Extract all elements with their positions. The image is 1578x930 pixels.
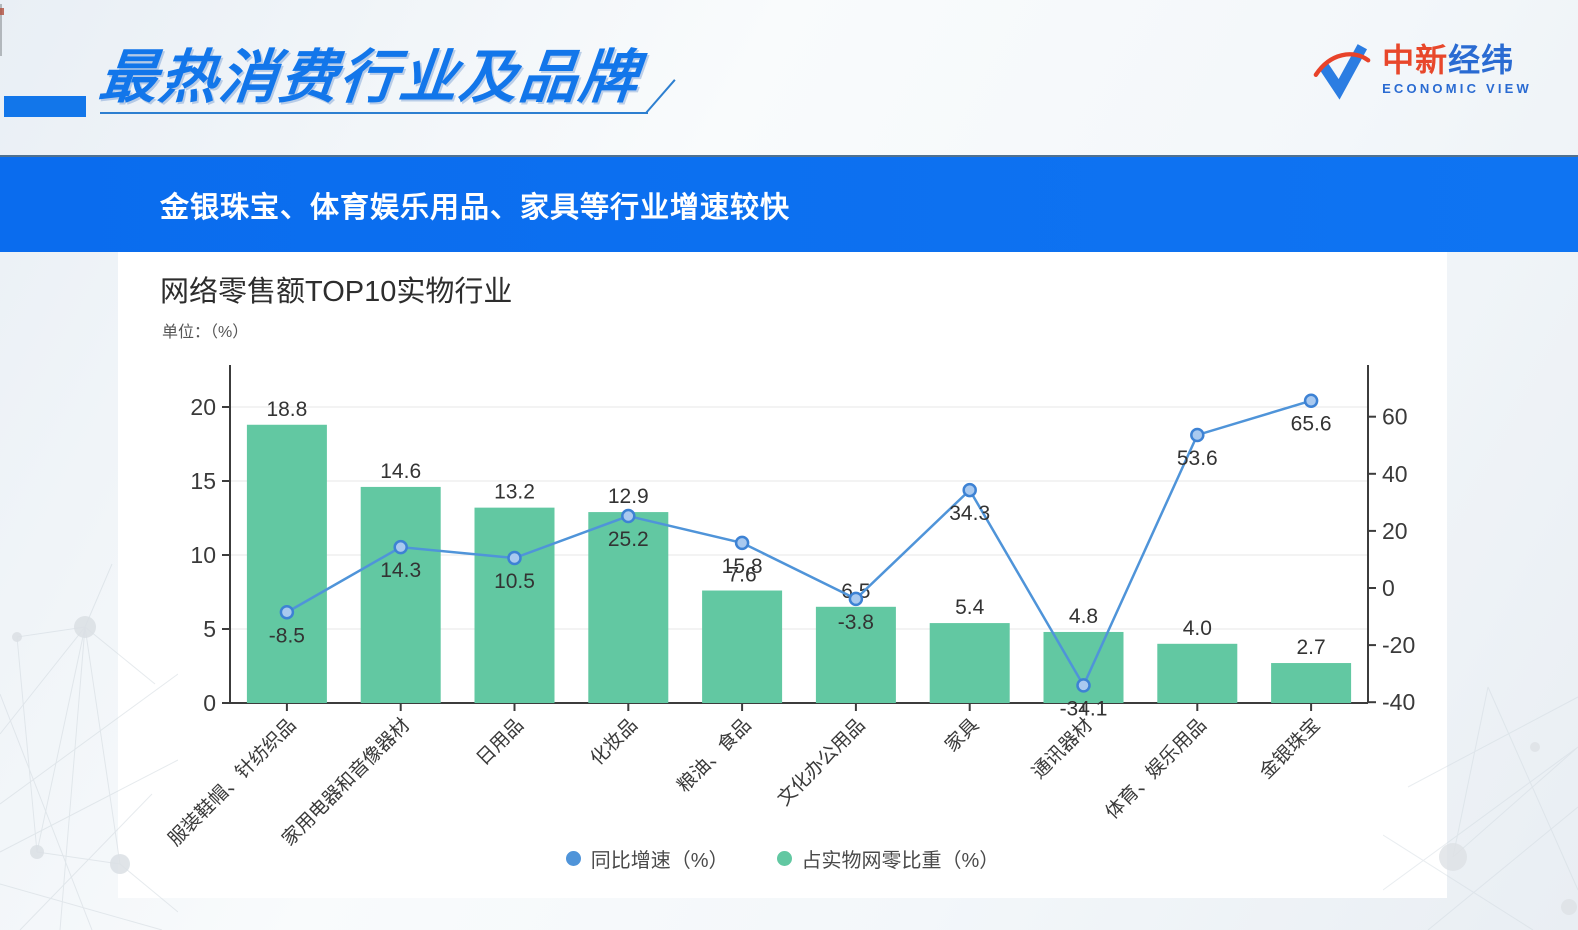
trend-line bbox=[286, 399, 1312, 689]
bar-value-label: 18.8 bbox=[266, 398, 307, 421]
highlight-banner: 金银珠宝、体育娱乐用品、家具等行业增速较快 bbox=[0, 155, 1578, 252]
logo-name-red: 中新 bbox=[1382, 41, 1449, 78]
bar-value-label: 4.8 bbox=[1069, 605, 1098, 628]
bar-value-label: 4.0 bbox=[1183, 617, 1212, 640]
point-value-label: 53.6 bbox=[1177, 447, 1218, 470]
category-label: 化妆品 bbox=[586, 714, 642, 770]
bar bbox=[702, 590, 783, 703]
bar-value-label: 13.2 bbox=[494, 481, 535, 504]
chart-title: 网络零售额TOP10实物行业 bbox=[160, 276, 513, 308]
data-point bbox=[1076, 678, 1091, 693]
bar bbox=[360, 486, 441, 703]
category-label: 体育、娱乐用品 bbox=[1101, 714, 1211, 824]
title-underline bbox=[100, 112, 648, 114]
title-accent-bar bbox=[4, 96, 86, 117]
data-point bbox=[621, 508, 636, 524]
axis-label-right: -40 bbox=[1382, 689, 1415, 715]
point-value-label: -34.1 bbox=[1060, 697, 1108, 720]
data-point bbox=[1303, 393, 1319, 408]
legend-dot-icon bbox=[565, 851, 581, 866]
category-label: 文化办公用品 bbox=[773, 714, 869, 810]
legend-dot-icon bbox=[776, 851, 792, 866]
banner-text: 金银珠宝、体育娱乐用品、家具等行业增速较快 bbox=[160, 191, 791, 224]
bar bbox=[246, 424, 327, 703]
bar-value-label: 5.4 bbox=[955, 596, 985, 619]
bar-value-label: 14.6 bbox=[380, 460, 421, 483]
brand-logo: 中新经纬 ECONOMIC VIEW bbox=[1311, 38, 1532, 100]
bar bbox=[929, 623, 1010, 703]
category-label: 日用品 bbox=[473, 715, 528, 770]
axis-label-right: 0 bbox=[1382, 575, 1395, 601]
category-label: 家具 bbox=[941, 714, 983, 756]
axis-label-left: 5 bbox=[203, 616, 216, 642]
bar bbox=[1271, 663, 1352, 703]
data-point bbox=[734, 535, 750, 551]
legend-item: 占实物网零比重（%） bbox=[776, 844, 1000, 873]
chart-unit-label: 单位：（%） bbox=[162, 324, 249, 341]
point-value-label: -3.8 bbox=[838, 611, 874, 634]
bar-value-label: 12.9 bbox=[608, 485, 649, 508]
legend-item: 同比增速（%） bbox=[565, 844, 729, 873]
edge-mark bbox=[0, 4, 2, 56]
point-value-label: 25.2 bbox=[608, 528, 649, 551]
bar bbox=[1157, 643, 1238, 703]
category-label: 家用电器和音像器材 bbox=[278, 714, 414, 850]
header: 最热消费行业及品牌 中新经纬 ECONOMIC VIEW bbox=[0, 0, 1578, 155]
legend-label: 占实物网零比重（%） bbox=[801, 850, 1000, 872]
logo-check-swoosh-icon bbox=[1313, 44, 1371, 100]
axis-label-right: -20 bbox=[1382, 632, 1415, 658]
axis-label-left: 10 bbox=[190, 542, 216, 568]
edge-mark-red bbox=[0, 8, 4, 15]
data-point bbox=[1190, 427, 1205, 443]
axis-label-right: 40 bbox=[1382, 461, 1408, 487]
data-point bbox=[848, 591, 864, 607]
bar bbox=[588, 512, 669, 703]
chart-card: 0 5 10 15 20 -40 -20 0 20 40 60 服装鞋帽、针纺织品 家用电器和音像器材 日… bbox=[118, 252, 1447, 898]
axis-label-left: 0 bbox=[203, 690, 216, 716]
data-point bbox=[507, 550, 522, 566]
category-label: 粮油、食品 bbox=[673, 714, 756, 797]
data-point bbox=[279, 605, 295, 620]
bar-value-label: 7.6 bbox=[727, 564, 756, 587]
category-label: 服装鞋帽、针纺织品 bbox=[164, 714, 300, 850]
bar-value-label: 2.7 bbox=[1296, 636, 1325, 659]
axis-label-right: 20 bbox=[1382, 518, 1408, 544]
point-value-label: -8.5 bbox=[269, 624, 305, 647]
data-point bbox=[393, 539, 408, 555]
axis-label-left: 15 bbox=[190, 468, 216, 494]
point-value-label: 65.6 bbox=[1291, 413, 1332, 436]
axis-label-right: 60 bbox=[1382, 404, 1408, 430]
point-value-label: 10.5 bbox=[494, 570, 535, 593]
point-value-label: 14.3 bbox=[380, 559, 421, 582]
data-point bbox=[962, 482, 977, 498]
logo-subtitle: ECONOMIC VIEW bbox=[1382, 80, 1532, 96]
chart-legend: 同比增速（%） 占实物网零比重（%） bbox=[118, 844, 1447, 873]
logo-name-blue: 经纬 bbox=[1448, 41, 1515, 78]
point-value-label: 15.8 bbox=[722, 555, 763, 578]
logo-name: 中新经纬 bbox=[1382, 44, 1532, 76]
bar-value-label: 6.5 bbox=[841, 580, 870, 603]
point-value-label: 34.3 bbox=[949, 502, 990, 525]
legend-label: 同比增速（%） bbox=[590, 850, 729, 872]
category-label: 通讯器材 bbox=[1028, 714, 1097, 783]
bar bbox=[474, 507, 555, 703]
page-title: 最热消费行业及品牌 bbox=[96, 45, 643, 110]
bar bbox=[815, 606, 896, 703]
category-label: 金银珠宝 bbox=[1255, 714, 1324, 783]
axis-label-left: 20 bbox=[190, 394, 216, 420]
title-underline-slash bbox=[645, 79, 676, 114]
